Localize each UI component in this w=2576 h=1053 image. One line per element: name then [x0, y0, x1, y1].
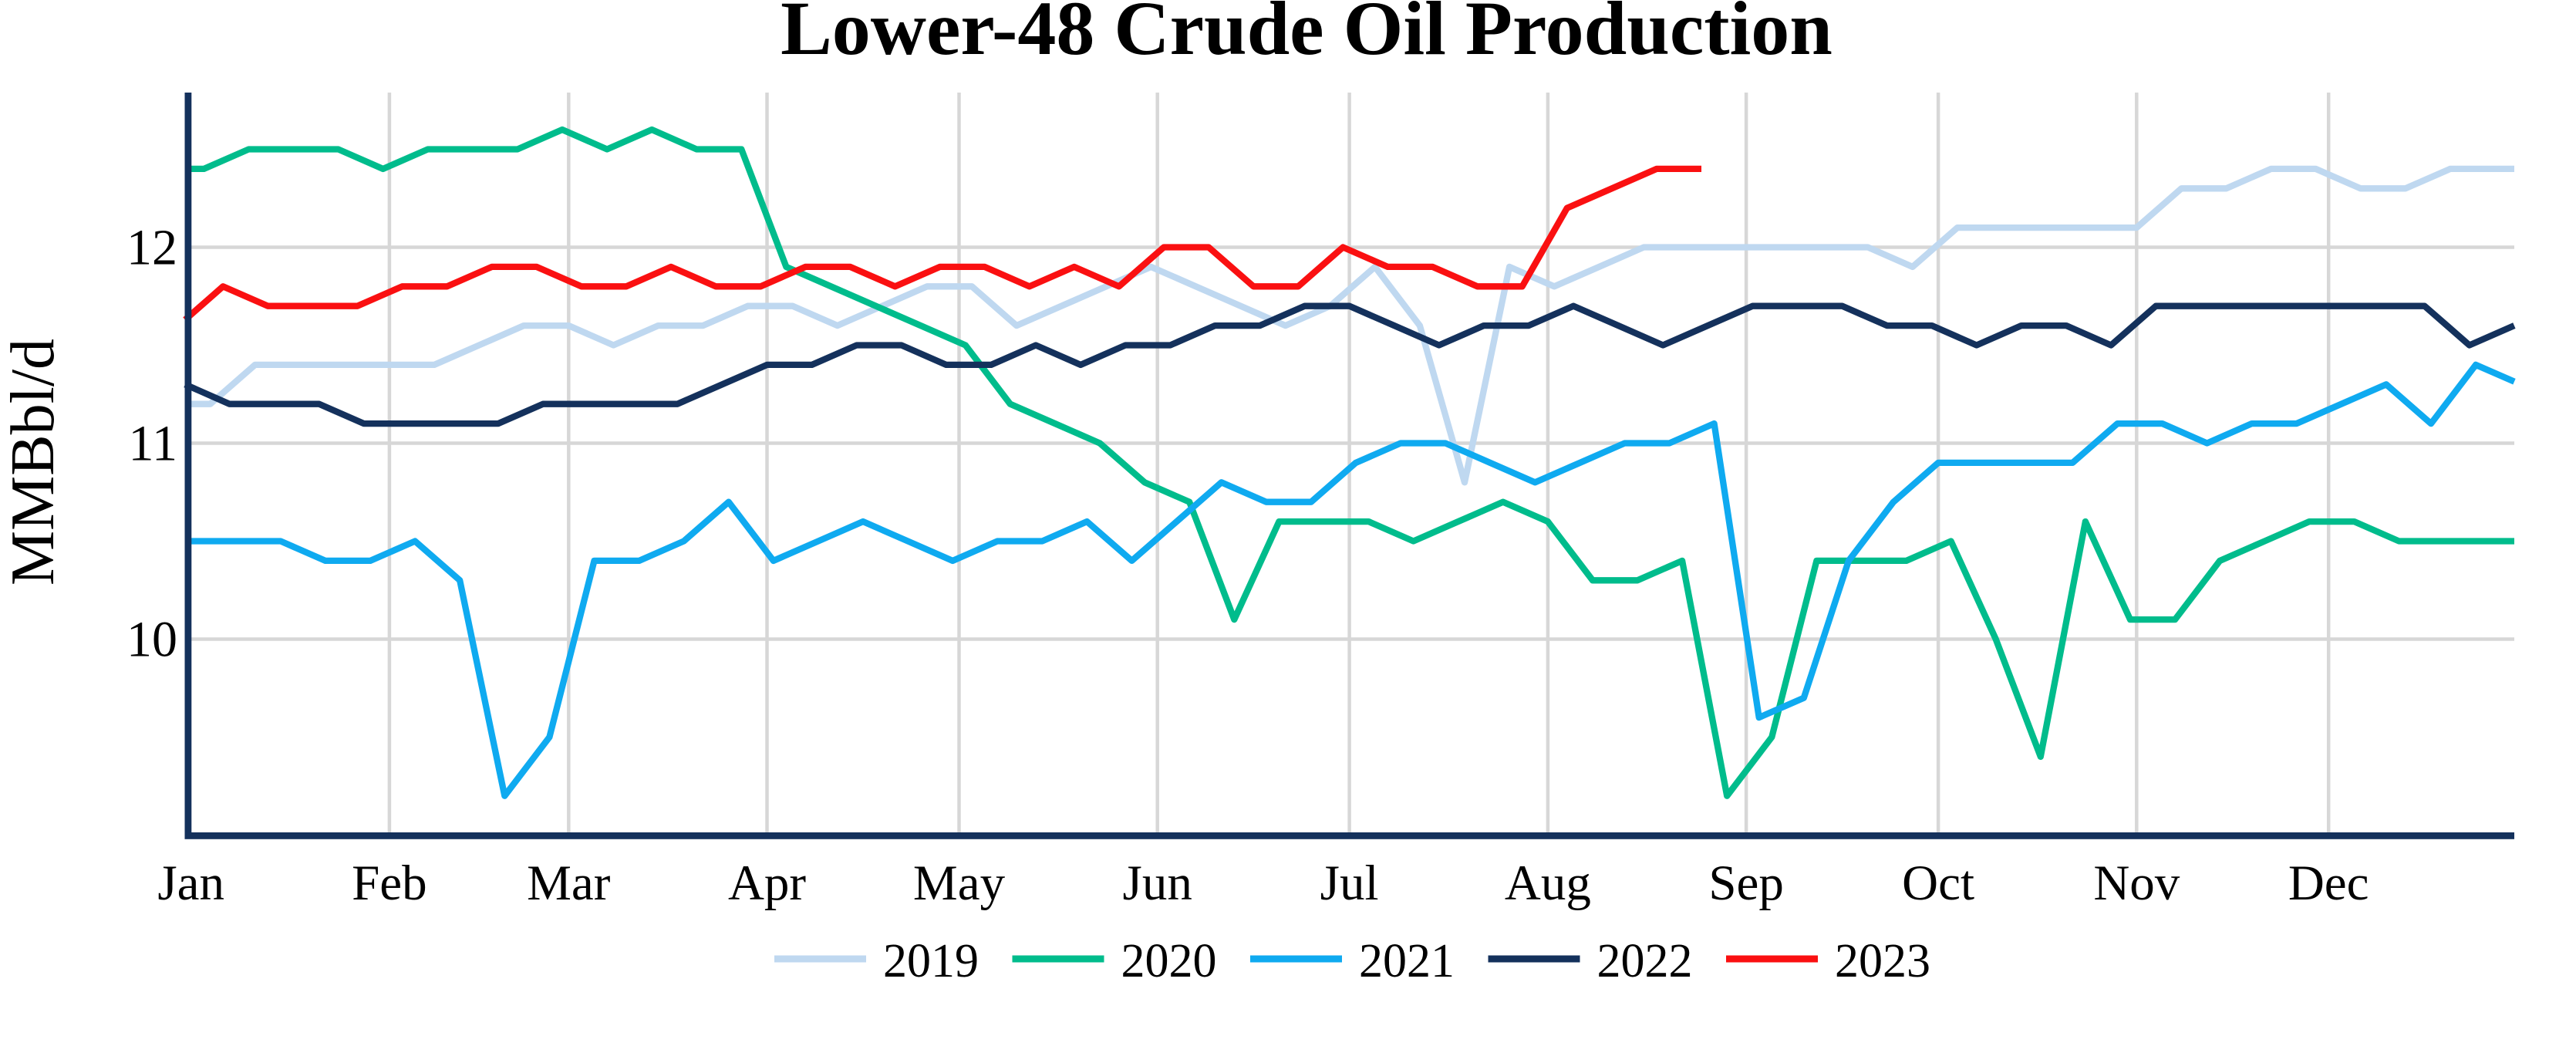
svg-text:Feb: Feb: [352, 856, 427, 911]
svg-text:May: May: [913, 856, 1006, 911]
svg-text:Mar: Mar: [527, 856, 611, 911]
svg-text:Jan: Jan: [157, 856, 224, 911]
svg-text:2022: 2022: [1597, 935, 1693, 987]
svg-text:2021: 2021: [1359, 935, 1455, 987]
svg-text:10: 10: [126, 612, 177, 668]
svg-text:2023: 2023: [1835, 935, 1930, 987]
svg-text:MMBbl/d: MMBbl/d: [0, 339, 67, 586]
svg-text:2020: 2020: [1121, 935, 1217, 987]
svg-text:12: 12: [126, 220, 177, 276]
svg-text:11: 11: [128, 416, 177, 472]
svg-text:Jun: Jun: [1123, 856, 1192, 911]
svg-text:Nov: Nov: [2093, 856, 2180, 911]
svg-text:Dec: Dec: [2288, 856, 2369, 911]
svg-text:Apr: Apr: [728, 856, 806, 911]
svg-text:Lower-48 Crude Oil Production: Lower-48 Crude Oil Production: [781, 0, 1833, 71]
svg-text:Jul: Jul: [1320, 856, 1379, 911]
svg-text:Sep: Sep: [1708, 856, 1784, 911]
svg-text:2019: 2019: [883, 935, 979, 987]
svg-text:Oct: Oct: [1902, 856, 1974, 911]
svg-text:Aug: Aug: [1505, 856, 1591, 911]
